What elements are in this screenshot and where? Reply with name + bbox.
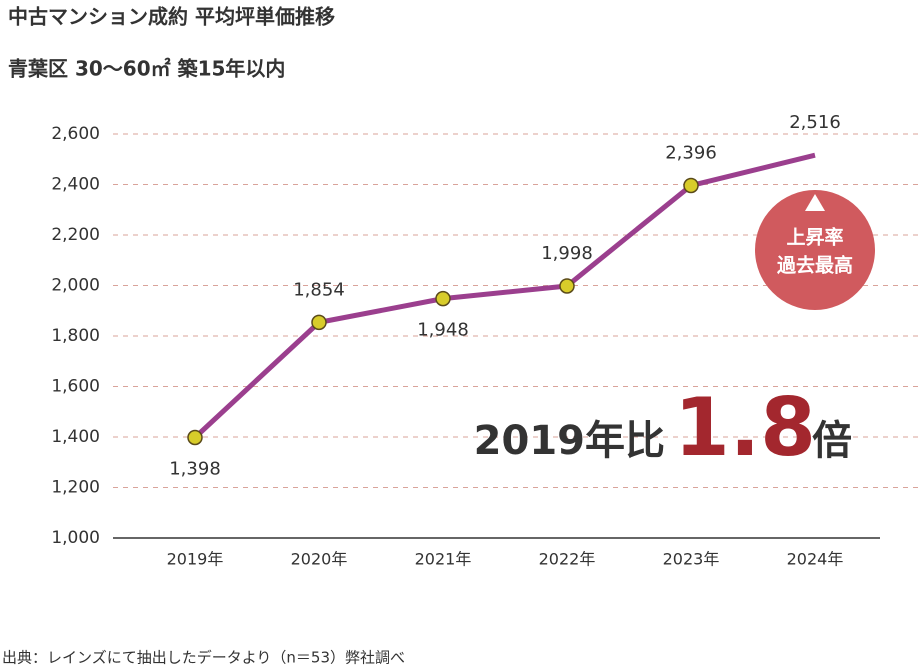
badge-text: 過去最高 (777, 254, 853, 277)
chart-subtitle: 青葉区 30〜60㎡ 築15年以内 (8, 57, 285, 81)
x-tick-label: 2024年 (787, 550, 844, 569)
data-label: 2,396 (665, 143, 717, 164)
point (559, 278, 575, 294)
data-label: 1,398 (169, 459, 221, 480)
x-tick-label: 2020年 (291, 550, 348, 569)
y-tick-label: 1,400 (51, 427, 100, 447)
data-label: 2,516 (789, 112, 841, 133)
x-tick-label: 2021年 (415, 550, 472, 569)
y-tick-label: 2,600 (51, 124, 100, 144)
comparison-value: 1.8 (674, 381, 816, 474)
comparison-unit: 倍 (812, 418, 852, 464)
x-tick-label: 2022年 (539, 550, 596, 569)
line (193, 152, 816, 440)
y-tick-label: 2,400 (51, 175, 100, 195)
badge-text: 上昇率 (786, 226, 843, 249)
source-note: 出典：レインズにて抽出したデータより（n＝53）弊社調べ (2, 649, 405, 667)
y-tick-label: 2,200 (51, 225, 100, 245)
x-tick-label: 2023年 (663, 550, 720, 569)
point (187, 429, 203, 446)
y-tick-label: 1,000 (51, 528, 100, 548)
chart-title: 中古マンション成約 平均坪単価推移 (8, 5, 335, 29)
plot-area: 1,000 1,200 1,400 1,600 1,800 2,000 2,200 2,400… (51, 112, 922, 569)
data-label: 1,948 (417, 320, 469, 341)
data-label: 1,854 (293, 279, 345, 300)
x-tick-label: 2019年 (167, 550, 224, 569)
point (435, 290, 451, 307)
badge-arrow (805, 194, 825, 211)
y-tick-label: 1,800 (51, 326, 100, 346)
comparison-label: 2019年比 (474, 418, 665, 464)
data-label: 1,998 (541, 243, 593, 264)
point (683, 177, 699, 194)
y-tick-label: 1,600 (51, 377, 100, 397)
point (311, 314, 327, 331)
y-tick-label: 1,200 (51, 478, 100, 498)
y-tick-label: 2,000 (51, 276, 100, 296)
badge (755, 190, 875, 310)
